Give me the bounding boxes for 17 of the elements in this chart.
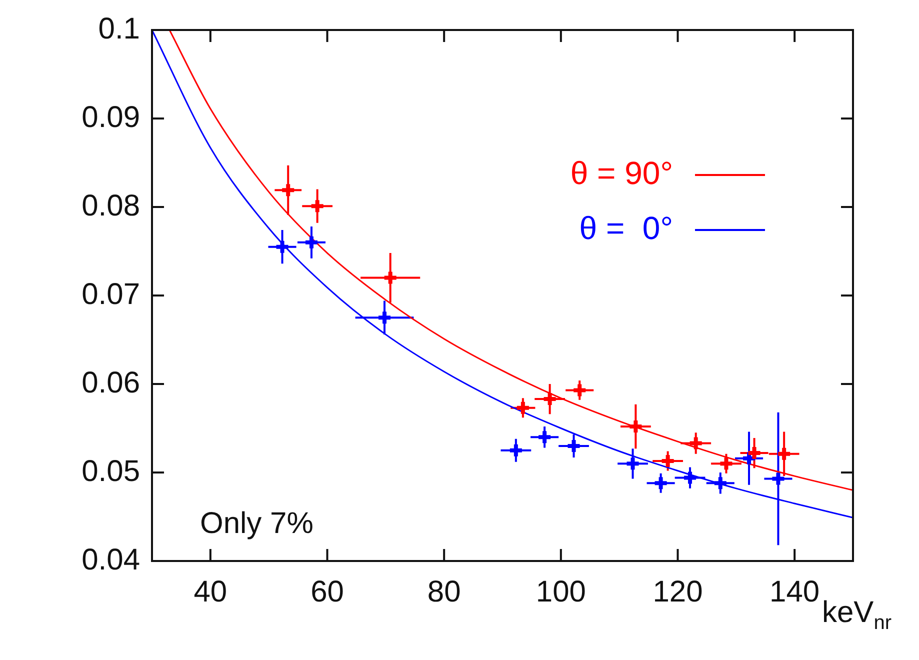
x-tick-label: 60 xyxy=(310,575,344,608)
y-tick-label: 0.04 xyxy=(82,543,140,576)
legend-label: θ = 0° xyxy=(579,210,673,246)
x-tick-label: 100 xyxy=(536,575,586,608)
y-tick-label: 0.1 xyxy=(98,12,140,46)
x-tick-label: 120 xyxy=(652,575,703,608)
y-tick-label: 0.07 xyxy=(82,278,140,311)
y-tick-label: 0.05 xyxy=(82,454,140,488)
x-tick-label: 140 xyxy=(770,575,820,608)
legend-label: θ = 90° xyxy=(570,154,673,191)
y-tick-label: 0.08 xyxy=(82,189,140,222)
x-tick-label: 40 xyxy=(194,575,228,608)
y-tick-label: 0.06 xyxy=(82,366,140,400)
x-tick-label: 80 xyxy=(427,575,461,608)
y-tick-label: 0.09 xyxy=(82,100,140,134)
annotation: Only 7% xyxy=(200,507,314,540)
x-axis-title: keV$_{nr}$ xyxy=(822,596,892,635)
